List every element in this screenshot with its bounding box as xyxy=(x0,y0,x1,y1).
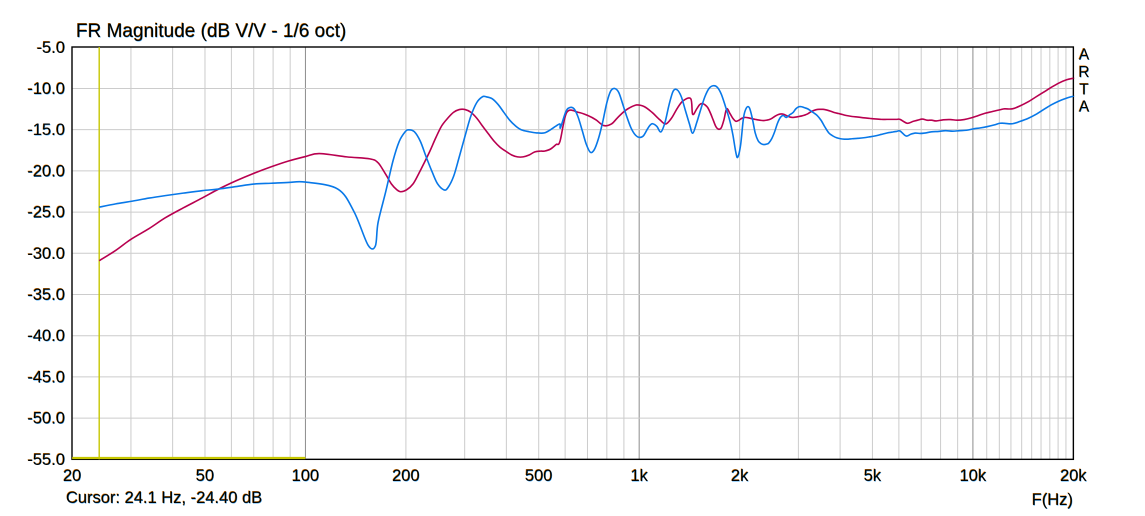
svg-text:20k: 20k xyxy=(1060,467,1087,485)
svg-text:200: 200 xyxy=(392,467,420,485)
svg-text:500: 500 xyxy=(525,467,553,485)
svg-text:F(Hz): F(Hz) xyxy=(1032,491,1073,509)
svg-text:-40.0: -40.0 xyxy=(27,327,65,345)
svg-text:50: 50 xyxy=(196,467,214,485)
svg-text:A: A xyxy=(1079,99,1090,116)
svg-text:-55.0: -55.0 xyxy=(27,451,65,469)
svg-text:A: A xyxy=(1079,47,1090,64)
svg-text:10k: 10k xyxy=(960,467,987,485)
svg-text:-20.0: -20.0 xyxy=(27,162,65,180)
svg-text:-30.0: -30.0 xyxy=(27,245,65,263)
svg-text:Cursor: 24.1 Hz, -24.40 dB: Cursor: 24.1 Hz, -24.40 dB xyxy=(66,489,262,507)
svg-text:-15.0: -15.0 xyxy=(27,121,65,139)
svg-text:-10.0: -10.0 xyxy=(27,80,65,98)
svg-text:-5.0: -5.0 xyxy=(37,39,65,57)
svg-text:FR Magnitude (dB V/V - 1/6 oct: FR Magnitude (dB V/V - 1/6 oct) xyxy=(76,21,346,42)
svg-text:T: T xyxy=(1079,81,1089,98)
svg-text:2k: 2k xyxy=(731,467,749,485)
svg-text:-45.0: -45.0 xyxy=(27,368,65,386)
svg-text:-25.0: -25.0 xyxy=(27,204,65,222)
svg-text:R: R xyxy=(1078,64,1089,81)
svg-text:100: 100 xyxy=(292,467,320,485)
svg-text:-50.0: -50.0 xyxy=(27,410,65,428)
svg-text:5k: 5k xyxy=(864,467,882,485)
svg-text:1k: 1k xyxy=(630,467,648,485)
svg-text:20: 20 xyxy=(63,467,81,485)
svg-text:-35.0: -35.0 xyxy=(27,286,65,304)
